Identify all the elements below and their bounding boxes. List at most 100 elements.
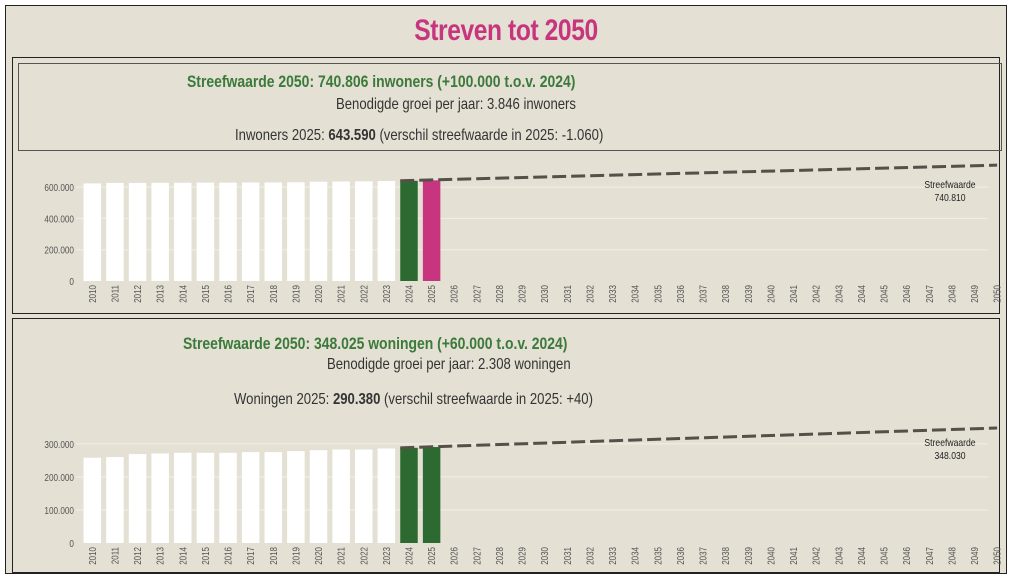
woningen-xtick-label: 2017 xyxy=(245,547,256,565)
inwoners-xtick-label: 2024 xyxy=(404,285,415,303)
inwoners-bar-2021 xyxy=(332,181,350,281)
woningen-xtick-label: 2031 xyxy=(562,547,573,565)
woningen-current-suffix: (verschil streefwaarde in 2025: +40) xyxy=(380,391,593,408)
woningen-xtick-label: 2019 xyxy=(291,547,302,565)
woningen-ytick-label: 300.000 xyxy=(44,439,74,450)
woningen-annotation-label: Streefwaarde xyxy=(924,437,975,449)
woningen-bar-2019 xyxy=(287,451,305,543)
inwoners-bar-2024 xyxy=(400,180,418,281)
inwoners-bar-2022 xyxy=(355,181,373,281)
inwoners-xtick-label: 2043 xyxy=(833,285,844,303)
inwoners-xtick-label: 2013 xyxy=(155,285,166,303)
woningen-bar-2017 xyxy=(241,452,260,543)
inwoners-xtick-label: 2037 xyxy=(698,285,709,303)
inwoners-xtick-label: 2048 xyxy=(947,285,958,303)
woningen-xtick-label: 2028 xyxy=(494,547,505,565)
woningen-xtick-label: 2026 xyxy=(449,547,460,565)
inwoners-panel: Streefwaarde 2050: 740.806 inwoners (+10… xyxy=(12,57,1002,314)
woningen-bar-2024 xyxy=(400,447,418,543)
inwoners-xtick-label: 2036 xyxy=(675,285,686,303)
woningen-ytick-label: 100.000 xyxy=(44,505,74,516)
woningen-xtick-label: 2011 xyxy=(110,547,121,564)
woningen-bar-2012 xyxy=(128,454,147,543)
inwoners-ytick-label: 400.000 xyxy=(44,214,74,225)
woningen-current-prefix: Woningen 2025: xyxy=(234,391,333,408)
woningen-xtick-label: 2021 xyxy=(336,547,347,565)
inwoners-xtick-label: 2035 xyxy=(652,285,663,303)
woningen-xtick-label: 2036 xyxy=(675,547,686,565)
woningen-xtick-label: 2044 xyxy=(856,547,867,565)
woningen-current: Woningen 2025: 290.380 (verschil streefw… xyxy=(234,391,593,409)
woningen-xtick-label: 2024 xyxy=(404,547,415,565)
inwoners-xtick-label: 2034 xyxy=(630,285,641,303)
woningen-chart: 0 100.000 200.000 300.000 2010 2011 2012 2013 20… xyxy=(44,426,1001,565)
woningen-xtick-label: 2027 xyxy=(472,547,483,565)
inwoners-xtick-label: 2029 xyxy=(517,285,528,303)
woningen-xtick-label: 2040 xyxy=(766,547,777,565)
inwoners-xtick-label: 2026 xyxy=(449,285,460,303)
inwoners-xtick-label: 2027 xyxy=(472,285,483,303)
inwoners-bar-2016 xyxy=(219,182,237,281)
inwoners-bar-2012 xyxy=(128,182,147,281)
inwoners-current-prefix: Inwoners 2025: xyxy=(235,127,329,144)
inwoners-infobox: Streefwaarde 2050: 740.806 inwoners (+10… xyxy=(18,63,1002,151)
inwoners-xtick-label: 2021 xyxy=(336,285,347,303)
woningen-xtick-label: 2016 xyxy=(223,547,234,565)
woningen-xtick-label: 2049 xyxy=(969,547,980,565)
inwoners-bar-2017 xyxy=(241,182,260,281)
inwoners-xtick-label: 2014 xyxy=(177,285,188,303)
woningen-xtick-label: 2037 xyxy=(698,547,709,565)
inwoners-xtick-label: 2040 xyxy=(766,285,777,303)
inwoners-xtick-label: 2022 xyxy=(358,285,369,303)
inwoners-xtick-label: 2028 xyxy=(494,285,505,303)
inwoners-current-suffix: (verschil streefwaarde in 2025: -1.060) xyxy=(375,127,604,144)
woningen-bar-2010 xyxy=(83,457,102,543)
inwoners-ytick-label: 600.000 xyxy=(44,182,74,193)
inwoners-xtick-label: 2047 xyxy=(924,285,935,303)
woningen-xtick-label: 2030 xyxy=(539,547,550,565)
inwoners-bar-2011 xyxy=(106,182,124,281)
inwoners-ytick-label: 0 xyxy=(69,276,74,287)
page-title: Streven tot 2050 xyxy=(414,14,598,47)
inwoners-bar-2014 xyxy=(174,182,192,281)
inwoners-xtick-label: 2050 xyxy=(992,285,1001,303)
woningen-xtick-label: 2039 xyxy=(743,547,754,565)
woningen-xtick-label: 2032 xyxy=(585,547,596,565)
woningen-bar-2013 xyxy=(151,453,169,543)
woningen-xtick-label: 2033 xyxy=(607,547,618,565)
inwoners-xtick-label: 2018 xyxy=(268,285,279,303)
woningen-bar-2011 xyxy=(106,457,124,543)
woningen-xtick-label: 2025 xyxy=(426,547,437,565)
inwoners-bar-2010 xyxy=(83,183,102,281)
woningen-bar-2022 xyxy=(355,449,373,543)
inwoners-xtick-label: 2046 xyxy=(901,285,912,303)
woningen-bar-2014 xyxy=(174,452,192,543)
inwoners-xtick-label: 2032 xyxy=(585,285,596,303)
inwoners-bar-2018 xyxy=(264,182,283,281)
woningen-xtick-label: 2013 xyxy=(155,547,166,565)
woningen-xtick-label: 2038 xyxy=(720,547,731,565)
inwoners-xtick-label: 2019 xyxy=(291,285,302,303)
woningen-current-value: 290.380 xyxy=(332,391,381,408)
woningen-xtick-label: 2046 xyxy=(901,547,912,565)
dashboard-frame: Streven tot 2050 Streefwaarde 2050: 740.… xyxy=(5,5,1007,574)
inwoners-annotation-label: Streefwaarde xyxy=(924,179,975,191)
woningen-xtick-label: 2042 xyxy=(811,547,822,565)
inwoners-xtick-label: 2045 xyxy=(879,285,890,303)
inwoners-bar-2020 xyxy=(309,181,328,281)
inwoners-xtick-label: 2023 xyxy=(381,285,392,303)
inwoners-xtick-label: 2011 xyxy=(110,285,121,302)
woningen-xtick-label: 2035 xyxy=(652,547,663,565)
woningen-bar-2025 xyxy=(422,447,441,543)
inwoners-xtick-label: 2033 xyxy=(607,285,618,303)
inwoners-growth: Benodigde groei per jaar: 3.846 inwoners xyxy=(336,96,576,113)
woningen-xtick-label: 2018 xyxy=(268,547,279,565)
woningen-xtick-label: 2047 xyxy=(924,547,935,565)
inwoners-xtick-label: 2031 xyxy=(562,285,573,303)
inwoners-current: Inwoners 2025: 643.590 (verschil streefw… xyxy=(235,127,603,145)
inwoners-xtick-label: 2012 xyxy=(132,285,143,303)
woningen-growth: Benodigde groei per jaar: 2.308 woningen xyxy=(327,356,571,373)
inwoners-bar-2015 xyxy=(196,182,215,281)
woningen-xtick-label: 2022 xyxy=(358,547,369,565)
inwoners-xtick-label: 2010 xyxy=(87,285,98,303)
